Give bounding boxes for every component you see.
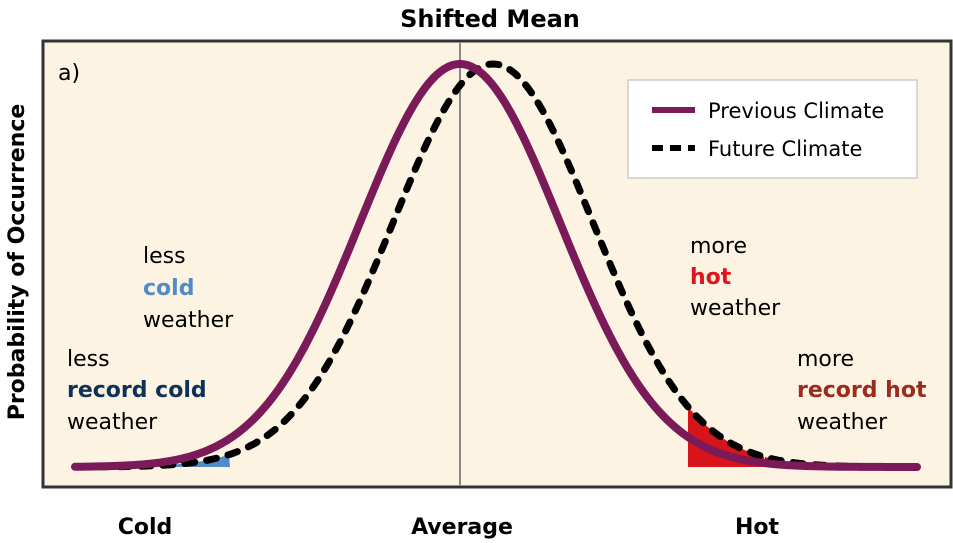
x-tick-hot: Hot xyxy=(735,515,780,540)
legend: Previous Climate Future Climate xyxy=(627,79,918,179)
annotation-less-cold: less cold weather xyxy=(143,244,234,333)
chart-title: Shifted Mean xyxy=(400,5,580,33)
annotation-more-record-hot: more record hot weather xyxy=(797,347,933,435)
curve-future-climate xyxy=(71,60,921,471)
y-axis-label: Probability of Occurrence xyxy=(5,104,30,421)
x-tick-cold: Cold xyxy=(118,515,173,540)
legend-label-previous: Previous Climate xyxy=(708,99,884,123)
annotation-more-hot: more hot weather xyxy=(690,234,781,321)
panel-label: a) xyxy=(58,61,80,86)
x-tick-average: Average xyxy=(411,515,513,540)
curve-previous-climate xyxy=(71,60,921,471)
legend-label-future: Future Climate xyxy=(708,137,862,161)
annotation-less-record-cold: less record cold weather xyxy=(67,347,214,435)
